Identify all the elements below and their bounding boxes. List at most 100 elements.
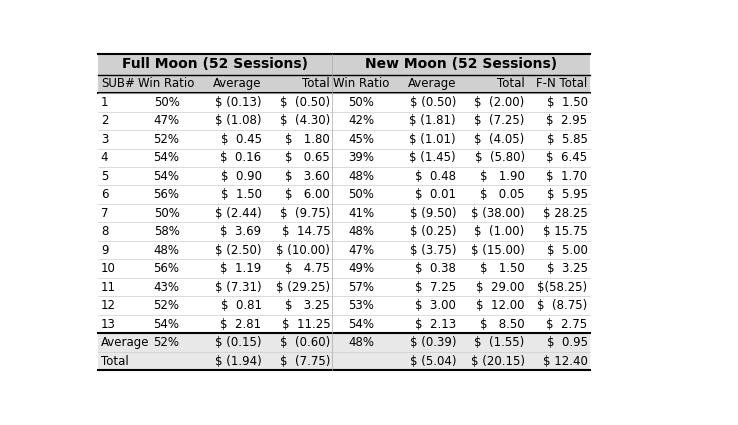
Text: $   1.90: $ 1.90 <box>480 170 525 183</box>
Text: 54%: 54% <box>348 317 374 331</box>
Text: $ (29.25): $ (29.25) <box>276 280 330 294</box>
Text: $  5.95: $ 5.95 <box>547 188 587 201</box>
Text: $   3.60: $ 3.60 <box>286 170 330 183</box>
Text: $  (8.75): $ (8.75) <box>537 299 587 312</box>
Text: Average: Average <box>407 77 456 91</box>
Text: $  (1.55): $ (1.55) <box>475 336 525 349</box>
Text: $ (0.13): $ (0.13) <box>215 96 261 109</box>
Text: 1: 1 <box>101 96 108 109</box>
Text: 48%: 48% <box>348 225 374 238</box>
Text: Win Ratio: Win Ratio <box>333 77 389 91</box>
Text: 2: 2 <box>101 114 108 127</box>
Text: $   4.75: $ 4.75 <box>286 262 330 275</box>
Text: $  0.81: $ 0.81 <box>221 299 261 312</box>
Text: 54%: 54% <box>154 170 179 183</box>
Bar <box>98 241 590 259</box>
Bar <box>98 352 590 370</box>
Text: 13: 13 <box>101 317 116 331</box>
Text: 41%: 41% <box>348 207 374 220</box>
Bar <box>98 333 590 352</box>
Text: $   1.80: $ 1.80 <box>286 133 330 146</box>
Text: 7: 7 <box>101 207 108 220</box>
Text: $  0.90: $ 0.90 <box>221 170 261 183</box>
Text: 48%: 48% <box>154 244 179 257</box>
Text: $  3.25: $ 3.25 <box>547 262 587 275</box>
Bar <box>333 54 590 75</box>
Text: $   0.65: $ 0.65 <box>286 151 330 164</box>
Text: Full Moon (52 Sessions): Full Moon (52 Sessions) <box>123 57 308 71</box>
Bar <box>98 204 590 222</box>
Text: $  (0.60): $ (0.60) <box>280 336 330 349</box>
Text: 52%: 52% <box>154 299 179 312</box>
Text: $ (9.50): $ (9.50) <box>410 207 456 220</box>
Text: New Moon (52 Sessions): New Moon (52 Sessions) <box>365 57 557 71</box>
Text: 10: 10 <box>101 262 116 275</box>
Text: 42%: 42% <box>348 114 374 127</box>
Text: 50%: 50% <box>348 188 374 201</box>
Text: $  (1.00): $ (1.00) <box>475 225 525 238</box>
Text: 4: 4 <box>101 151 108 164</box>
Text: $ (0.15): $ (0.15) <box>215 336 261 349</box>
Text: $  (7.25): $ (7.25) <box>475 114 525 127</box>
Text: $  0.45: $ 0.45 <box>221 133 261 146</box>
Text: $ (38.00): $ (38.00) <box>471 207 525 220</box>
Text: 48%: 48% <box>348 170 374 183</box>
Text: $ (20.15): $ (20.15) <box>471 354 525 368</box>
Text: $  0.95: $ 0.95 <box>547 336 587 349</box>
Text: $  2.81: $ 2.81 <box>221 317 261 331</box>
Text: $  (4.30): $ (4.30) <box>280 114 330 127</box>
Text: $  1.70: $ 1.70 <box>546 170 587 183</box>
Text: $  3.00: $ 3.00 <box>415 299 456 312</box>
Bar <box>98 185 590 204</box>
Bar <box>98 54 333 75</box>
Text: $ 12.40: $ 12.40 <box>542 354 587 368</box>
Text: $  6.45: $ 6.45 <box>546 151 587 164</box>
Bar <box>98 259 590 278</box>
Text: 52%: 52% <box>154 133 179 146</box>
Text: $  7.25: $ 7.25 <box>415 280 456 294</box>
Text: F-N Total: F-N Total <box>537 77 587 91</box>
Bar <box>98 278 590 296</box>
Text: Total: Total <box>303 77 330 91</box>
Bar <box>98 75 590 93</box>
Text: $ (0.39): $ (0.39) <box>410 336 456 349</box>
Text: $  5.00: $ 5.00 <box>547 244 587 257</box>
Text: 9: 9 <box>101 244 108 257</box>
Text: 56%: 56% <box>154 188 179 201</box>
Text: 45%: 45% <box>348 133 374 146</box>
Text: $  0.16: $ 0.16 <box>221 151 261 164</box>
Text: $ (7.31): $ (7.31) <box>215 280 261 294</box>
Text: $   6.00: $ 6.00 <box>286 188 330 201</box>
Text: $ (1.45): $ (1.45) <box>410 151 456 164</box>
Text: $ (2.44): $ (2.44) <box>215 207 261 220</box>
Text: 6: 6 <box>101 188 108 201</box>
Text: SUB#: SUB# <box>101 77 135 91</box>
Bar <box>98 296 590 315</box>
Text: $  2.95: $ 2.95 <box>546 114 587 127</box>
Text: Average: Average <box>213 77 261 91</box>
Text: $   0.05: $ 0.05 <box>480 188 525 201</box>
Text: 48%: 48% <box>348 336 374 349</box>
Text: Average: Average <box>101 336 149 349</box>
Text: $  (5.80): $ (5.80) <box>475 151 525 164</box>
Text: $ (3.75): $ (3.75) <box>410 244 456 257</box>
Text: $  29.00: $ 29.00 <box>476 280 525 294</box>
Text: 50%: 50% <box>348 96 374 109</box>
Text: $  12.00: $ 12.00 <box>476 299 525 312</box>
Bar <box>98 130 590 148</box>
Text: Win Ratio: Win Ratio <box>139 77 195 91</box>
Text: $  14.75: $ 14.75 <box>282 225 330 238</box>
Text: $ (0.50): $ (0.50) <box>410 96 456 109</box>
Text: 54%: 54% <box>154 317 179 331</box>
Text: 54%: 54% <box>154 151 179 164</box>
Text: $ 28.25: $ 28.25 <box>543 207 587 220</box>
Text: 52%: 52% <box>154 336 179 349</box>
Text: $  (7.75): $ (7.75) <box>280 354 330 368</box>
Bar <box>98 148 590 167</box>
Text: $  0.48: $ 0.48 <box>415 170 456 183</box>
Text: $   1.50: $ 1.50 <box>480 262 525 275</box>
Bar <box>98 167 590 185</box>
Text: $  11.25: $ 11.25 <box>282 317 330 331</box>
Text: $   3.25: $ 3.25 <box>286 299 330 312</box>
Text: 49%: 49% <box>348 262 374 275</box>
